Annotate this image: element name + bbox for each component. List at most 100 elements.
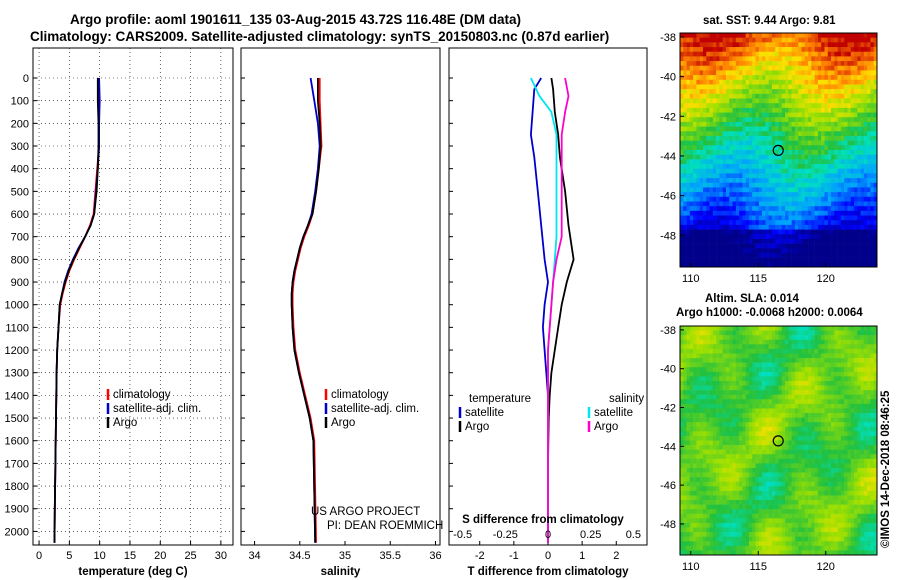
- heatmap-cell: [817, 168, 822, 174]
- heatmap-cell: [801, 449, 806, 455]
- heatmap-cell: [745, 339, 750, 345]
- heatmap-cell: [867, 220, 871, 226]
- heatmap-cell: [860, 159, 865, 165]
- heatmap-cell: [719, 192, 723, 198]
- heatmap-cell: [729, 380, 733, 386]
- heatmap-cell: [771, 224, 776, 230]
- heatmap-cell: [778, 65, 783, 71]
- heatmap-cell: [811, 135, 815, 141]
- heatmap-cell: [824, 344, 829, 350]
- heatmap-cell: [785, 330, 789, 336]
- heatmap-cell: [814, 408, 819, 414]
- heatmap-cell: [702, 229, 707, 235]
- heatmap-cell: [722, 61, 727, 67]
- heatmap-cell: [683, 56, 687, 62]
- heatmap-cell: [791, 385, 796, 391]
- heatmap-cell: [850, 65, 855, 71]
- heatmap-cell: [712, 449, 717, 455]
- x-tick-label: -1: [509, 550, 519, 562]
- heatmap-cell: [680, 385, 684, 391]
- heatmap-cell: [781, 362, 786, 368]
- heatmap-cell: [689, 362, 694, 368]
- heatmap-cell: [745, 126, 750, 132]
- heatmap-cell: [788, 358, 792, 363]
- heatmap-cell: [850, 234, 855, 240]
- heatmap-cell: [821, 206, 825, 212]
- heatmap-cell: [867, 238, 871, 244]
- heatmap-cell: [689, 75, 694, 81]
- heatmap-cell: [729, 150, 733, 155]
- heatmap-cell: [778, 206, 783, 212]
- heatmap-cell: [709, 84, 714, 90]
- heatmap-cell: [870, 380, 875, 386]
- heatmap-cell: [844, 376, 848, 382]
- heatmap-cell: [706, 435, 710, 441]
- heatmap-cell: [808, 178, 812, 184]
- heatmap-cell: [837, 394, 842, 400]
- heatmap-cell: [699, 238, 704, 244]
- heatmap-cell: [712, 262, 717, 268]
- heatmap-cell: [775, 440, 779, 446]
- heatmap-cell: [788, 243, 792, 249]
- heatmap-cell: [847, 89, 852, 95]
- heatmap-cell: [794, 84, 799, 90]
- heatmap-cell: [706, 385, 710, 391]
- heatmap-cell: [854, 431, 858, 437]
- heatmap-cell: [860, 394, 865, 400]
- heatmap-cell: [771, 229, 776, 235]
- heatmap-cell: [791, 348, 796, 354]
- heatmap-cell: [814, 252, 819, 258]
- heatmap-cell: [821, 37, 825, 43]
- heatmap-cell: [834, 84, 838, 90]
- heatmap-cell: [765, 215, 769, 221]
- heatmap-cell: [870, 435, 875, 441]
- heatmap-cell: [808, 385, 812, 391]
- heatmap-cell: [821, 145, 825, 151]
- heatmap-cell: [745, 75, 750, 81]
- heatmap-cell: [739, 201, 743, 207]
- heatmap-cell: [693, 173, 697, 179]
- heatmap-cell: [814, 150, 819, 155]
- heatmap-cell: [689, 408, 694, 414]
- heatmap-cell: [804, 210, 809, 216]
- heatmap-cell: [771, 380, 776, 386]
- heatmap-cell: [781, 33, 786, 38]
- heatmap-cell: [873, 220, 878, 226]
- heatmap-cell: [771, 196, 776, 202]
- heatmap-cell: [781, 121, 786, 127]
- heatmap-cell: [854, 173, 858, 179]
- heatmap-cell: [834, 449, 838, 455]
- heatmap-cell: [847, 70, 852, 76]
- heatmap-cell: [755, 196, 760, 202]
- heatmap-cell: [840, 449, 845, 455]
- heatmap-cell: [808, 206, 812, 212]
- heatmap-cell: [775, 145, 779, 151]
- heatmap-cell: [748, 335, 753, 341]
- heatmap-cell: [854, 140, 858, 146]
- heatmap-cell: [824, 131, 829, 137]
- heatmap-cell: [781, 262, 786, 268]
- heatmap-cell: [686, 403, 691, 409]
- heatmap-cell: [827, 75, 832, 81]
- heatmap-cell: [745, 238, 750, 244]
- heatmap-cell: [785, 380, 789, 386]
- heatmap-cell: [840, 380, 845, 386]
- heatmap-cell: [785, 117, 789, 123]
- heatmap-cell: [762, 367, 766, 373]
- heatmap-cell: [775, 330, 779, 336]
- heatmap-cell: [716, 380, 720, 386]
- heatmap-cell: [844, 371, 848, 377]
- heatmap-cell: [831, 210, 835, 216]
- heatmap-cell: [771, 140, 776, 146]
- heatmap-cell: [699, 362, 704, 368]
- heatmap-cell: [765, 348, 769, 354]
- heatmap-cell: [860, 89, 865, 95]
- heatmap-cell: [771, 131, 776, 137]
- heatmap-cell: [752, 358, 756, 363]
- heatmap-cell: [778, 257, 783, 263]
- heatmap-cell: [762, 75, 766, 81]
- heatmap-cell: [827, 422, 832, 428]
- heatmap-cell: [794, 145, 799, 151]
- heatmap-cell: [817, 131, 822, 137]
- heatmap-cell: [791, 126, 796, 132]
